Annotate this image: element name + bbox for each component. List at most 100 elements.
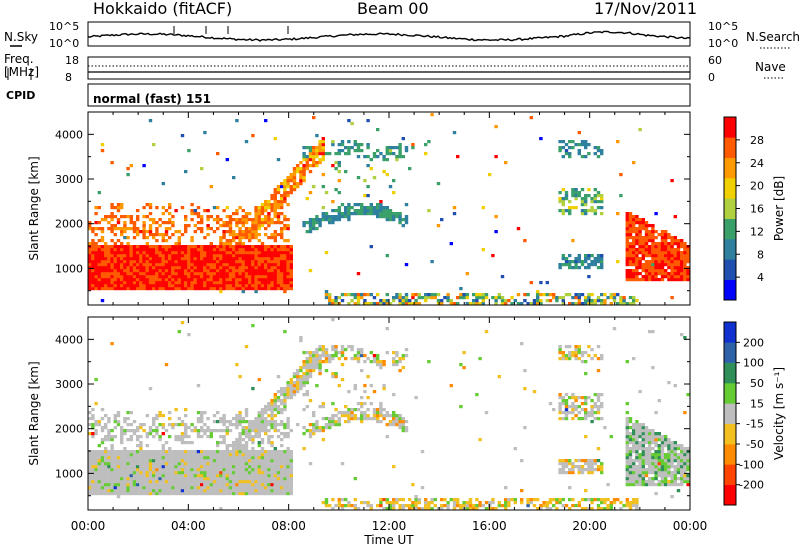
- echo-cell: [88, 423, 92, 427]
- echo-cell: [289, 191, 293, 195]
- echo-cell: [558, 408, 562, 412]
- echo-cell: [360, 348, 364, 352]
- echo-cell: [164, 248, 169, 252]
- echo-cell: [251, 266, 255, 270]
- echo-cell: [190, 423, 194, 427]
- echo-cell: [126, 462, 130, 466]
- echo-cell: [110, 257, 114, 261]
- echo-cell: [392, 215, 396, 219]
- echo-cell: [123, 417, 127, 421]
- echo-cell: [670, 483, 674, 487]
- echo-cell: [107, 483, 111, 487]
- echo-cell: [228, 468, 233, 472]
- echo-cell: [574, 504, 578, 508]
- echo-cell: [660, 474, 665, 478]
- echo-cell: [644, 471, 649, 475]
- echo-cell: [302, 146, 306, 150]
- echo-cell: [254, 275, 258, 279]
- echo-cell: [177, 450, 181, 454]
- echo-cell: [222, 441, 226, 445]
- echo-cell: [264, 480, 268, 484]
- echo-cell: [257, 281, 261, 285]
- echo-cell: [660, 438, 665, 442]
- echo-cell: [257, 474, 261, 478]
- echo-cell: [209, 278, 213, 282]
- echo-cell: [88, 453, 92, 457]
- echo-cell: [584, 299, 588, 303]
- echo-cell: [683, 269, 687, 273]
- echo-cell: [164, 492, 169, 496]
- echo-cell: [110, 480, 114, 484]
- echo-cell: [267, 269, 271, 273]
- echo-cell: [184, 230, 188, 234]
- echo-cell: [244, 420, 249, 424]
- echo-cell: [574, 302, 578, 306]
- echo-cell: [430, 260, 434, 264]
- echo-cell: [100, 438, 105, 442]
- echo-cell: [100, 483, 105, 487]
- echo-cell: [264, 287, 268, 291]
- echo-cell: [644, 248, 649, 252]
- echo-cell: [561, 351, 565, 355]
- echo-cell: [667, 471, 671, 475]
- echo-cell: [110, 203, 114, 207]
- echo-cell: [270, 206, 274, 210]
- echo-cell: [577, 143, 581, 147]
- echo-cell: [212, 483, 217, 487]
- echo-cell: [632, 450, 636, 454]
- echo-cell: [174, 423, 178, 427]
- echo-cell: [132, 462, 137, 466]
- echo-cell: [286, 269, 290, 273]
- echo-cell: [132, 456, 137, 460]
- echo-cell: [244, 140, 249, 144]
- echo-cell: [177, 474, 181, 478]
- echo-cell: [638, 483, 642, 487]
- echo-cell: [280, 263, 284, 267]
- echo-cell: [347, 215, 351, 219]
- echo-cell: [286, 251, 290, 255]
- echo-cell: [264, 272, 268, 276]
- echo-cell: [356, 354, 361, 358]
- echo-cell: [238, 462, 242, 466]
- echo-cell: [270, 278, 274, 282]
- echo-cell: [334, 351, 338, 355]
- echo-cell: [97, 453, 101, 457]
- echo-cell: [152, 143, 156, 147]
- echo-cell: [350, 411, 354, 415]
- echo-cell: [651, 224, 655, 228]
- echo-cell: [270, 489, 274, 493]
- echo-cell: [664, 477, 668, 481]
- echo-cell: [584, 408, 588, 412]
- echo-cell: [315, 429, 319, 433]
- echo-cell: [110, 263, 114, 267]
- echo-cell: [286, 191, 290, 195]
- echo-cell: [228, 429, 233, 433]
- echo-cell: [161, 447, 165, 451]
- echo-cell: [337, 411, 341, 415]
- echo-cell: [347, 501, 351, 505]
- echo-cell: [158, 263, 162, 267]
- echo-cell: [120, 272, 124, 276]
- echo-cell: [318, 345, 322, 349]
- echo-cell: [139, 480, 143, 484]
- echo-cell: [395, 420, 399, 424]
- echo-cell: [152, 474, 156, 478]
- echo-cell: [142, 275, 146, 279]
- echo-cell: [241, 492, 245, 496]
- echo-cell: [366, 194, 370, 198]
- echo-cell: [478, 296, 482, 300]
- echo-cell: [651, 453, 655, 457]
- echo-cell: [564, 194, 569, 198]
- echo-cell: [664, 233, 668, 237]
- echo-cell: [366, 209, 370, 213]
- echo-cell: [625, 480, 629, 484]
- echo-cell: [184, 432, 188, 436]
- echo-cell: [680, 239, 684, 243]
- echo-cell: [584, 414, 588, 418]
- echo-cell: [251, 438, 255, 442]
- echo-cell: [321, 185, 325, 189]
- echo-cell: [388, 149, 393, 153]
- echo-cell: [203, 462, 207, 466]
- echo-cell: [561, 257, 565, 261]
- echo-cell: [148, 462, 153, 466]
